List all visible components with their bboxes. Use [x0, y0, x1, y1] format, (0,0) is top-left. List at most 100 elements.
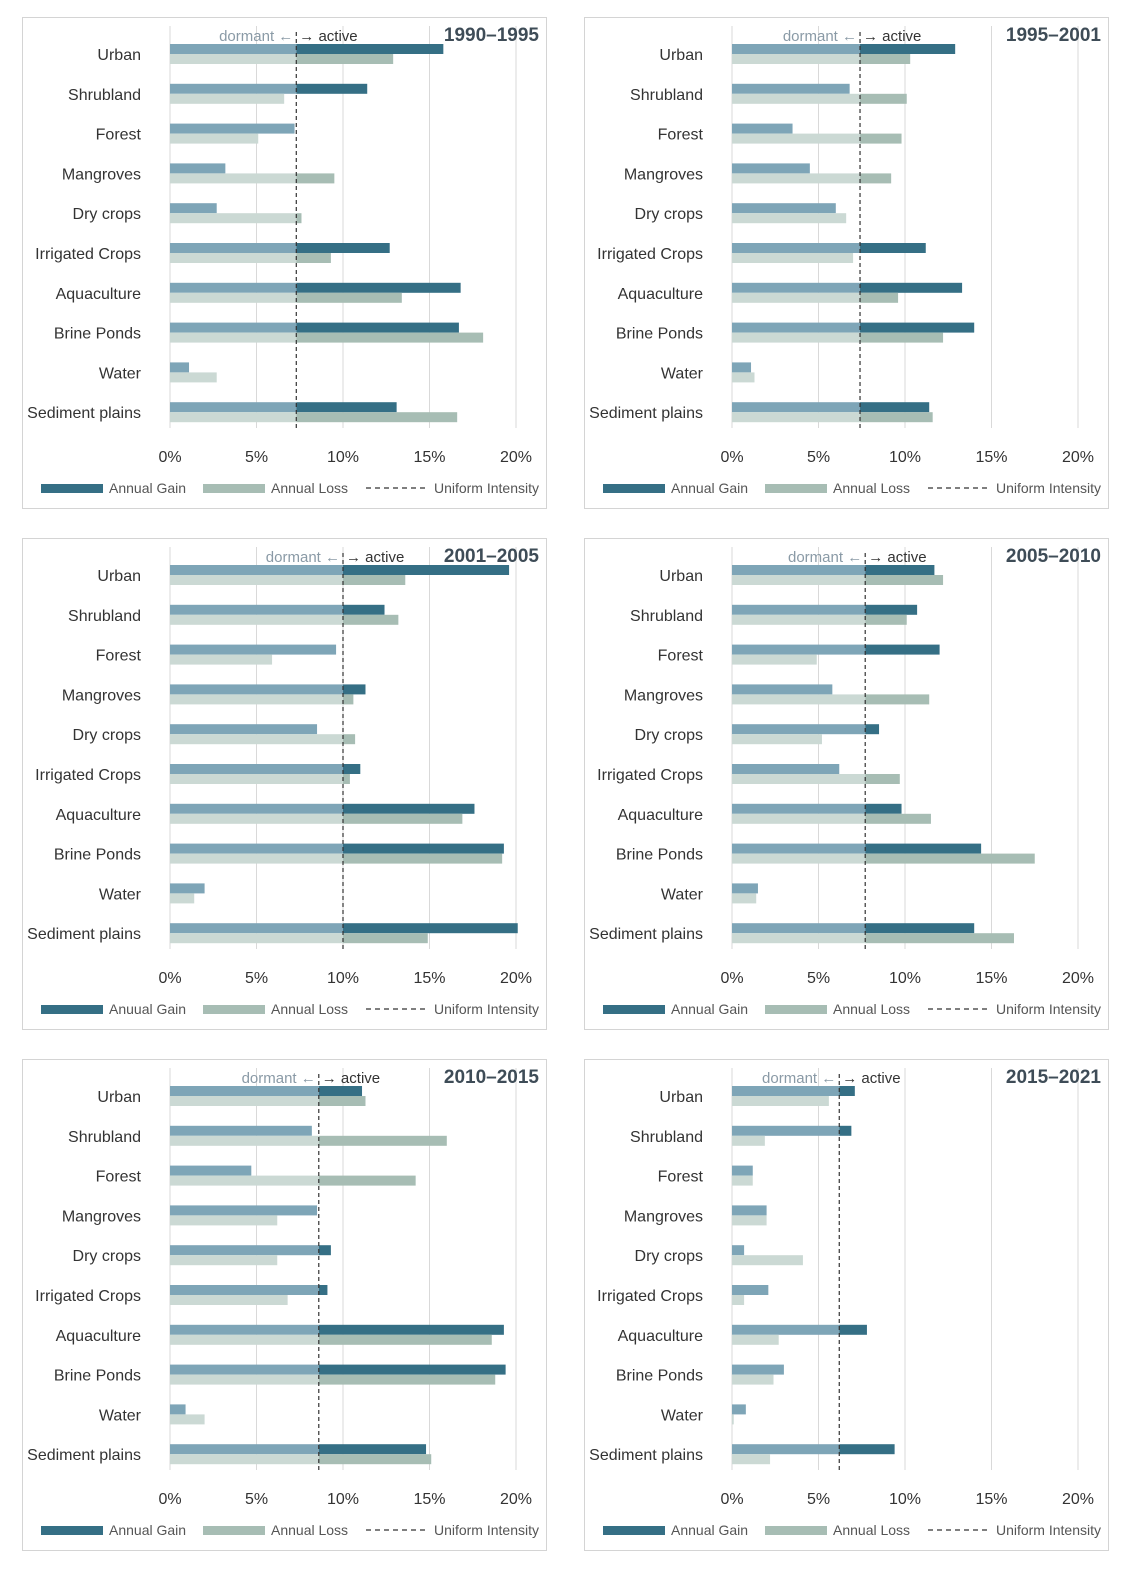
- loss-bar-dormant-part: [732, 813, 866, 824]
- category-label: Sediment plains: [27, 926, 141, 943]
- category-label: Irrigated Crops: [35, 1288, 141, 1305]
- gain-bar: [732, 1285, 769, 1295]
- dormant-label: dormant ←: [788, 549, 862, 566]
- category-label: Aquaculture: [56, 286, 141, 303]
- x-tick-label: 15%: [413, 970, 445, 987]
- loss-bar-dormant-part: [170, 412, 297, 423]
- category-label: Urban: [659, 47, 703, 64]
- category-label: Shrubland: [630, 87, 703, 104]
- legend-gain-label: Annual Gain: [671, 1001, 748, 1017]
- legend-loss-swatch: [203, 1526, 265, 1535]
- legend-gain-label: Annual Gain: [671, 1522, 748, 1538]
- loss-bar: [170, 1295, 288, 1305]
- loss-bar-active-part: [318, 1374, 496, 1385]
- loss-bar: [170, 93, 285, 104]
- loss-bar: [170, 1414, 205, 1425]
- gain-bar-dormant-part: [170, 1364, 319, 1375]
- x-tick-label: 20%: [500, 1491, 532, 1508]
- gain-bar-active-part: [318, 1364, 506, 1375]
- loss-bar-dormant-part: [170, 813, 343, 824]
- gain-bar-active-part: [318, 1285, 328, 1295]
- gain-bar-dormant-part: [170, 604, 343, 615]
- gain-bar: [170, 644, 337, 655]
- chart-panel-2005-2010: Urban Shrubland Forest Mangroves Dry crops Ir…: [584, 538, 1109, 1030]
- loss-bar-dormant-part: [170, 292, 297, 303]
- category-label: Water: [661, 365, 704, 382]
- gain-bar-active-part: [318, 1324, 504, 1335]
- category-label: Mangroves: [624, 1208, 703, 1225]
- gain-bar: [732, 123, 793, 134]
- gain-bar-active-part: [296, 44, 444, 54]
- chart-title: 1990–1995: [444, 25, 540, 46]
- legend-gain-swatch: [603, 1005, 665, 1014]
- dormant-label: dormant ←: [762, 1070, 836, 1087]
- loss-bar-dormant-part: [732, 412, 861, 423]
- gain-bar-active-part: [296, 83, 368, 94]
- loss-bar-active-part: [296, 213, 302, 224]
- legend-uniform-label: Uniform Intensity: [434, 480, 539, 496]
- gain-bar-dormant-part: [170, 803, 343, 814]
- category-label: Water: [99, 1407, 142, 1424]
- x-tick-label: 15%: [975, 1491, 1007, 1508]
- chart-svg: Urban Shrubland Forest Mangroves Dry crops Ir…: [27, 1067, 539, 1538]
- category-label: Irrigated Crops: [35, 767, 141, 784]
- gain-bar-dormant-part: [732, 402, 861, 413]
- dormant-label: dormant ←: [783, 28, 857, 45]
- legend-loss-swatch: [765, 1005, 827, 1014]
- loss-bar-active-part: [860, 93, 907, 104]
- gain-bar-dormant-part: [170, 1324, 319, 1335]
- gain-bar-dormant-part: [170, 843, 343, 854]
- x-tick-label: 0%: [720, 449, 743, 466]
- loss-bar-dormant-part: [732, 694, 866, 705]
- category-label: Shrubland: [630, 608, 703, 625]
- category-label: Water: [661, 886, 704, 903]
- category-label: Mangroves: [624, 166, 703, 183]
- loss-bar-active-part: [296, 54, 394, 64]
- gain-bar-active-part: [839, 1444, 895, 1455]
- category-label: Forest: [96, 648, 142, 665]
- loss-bar: [170, 133, 259, 144]
- category-label: Water: [661, 1407, 704, 1424]
- loss-bar-active-part: [318, 1454, 432, 1465]
- legend-loss-swatch: [765, 1526, 827, 1535]
- chart-title: 2001–2005: [444, 546, 540, 567]
- loss-bar-dormant-part: [170, 774, 343, 784]
- gain-bar-dormant-part: [732, 243, 861, 253]
- legend-gain-label: Annual Gain: [671, 480, 748, 496]
- category-label: Irrigated Crops: [597, 246, 703, 263]
- legend-loss-label: Annual Loss: [833, 1522, 910, 1538]
- loss-bar-active-part: [343, 933, 428, 944]
- gain-bar-active-part: [343, 684, 366, 695]
- loss-bar-active-part: [865, 694, 930, 705]
- loss-bar-dormant-part: [732, 853, 866, 864]
- gain-bar-dormant-part: [170, 322, 297, 333]
- x-tick-label: 20%: [1062, 970, 1094, 987]
- category-label: Mangroves: [624, 687, 703, 704]
- category-label: Forest: [96, 1169, 142, 1186]
- loss-bar-active-part: [318, 1175, 416, 1186]
- loss-bar-dormant-part: [732, 774, 866, 784]
- legend-gain-swatch: [41, 1005, 103, 1014]
- loss-bar-active-part: [865, 853, 1035, 864]
- gain-bar-dormant-part: [170, 402, 297, 413]
- legend-loss-swatch: [765, 484, 827, 493]
- gain-bar-dormant-part: [732, 843, 866, 854]
- gain-bar-active-part: [865, 724, 880, 735]
- gain-bar-active-part: [343, 803, 475, 814]
- loss-bar-active-part: [865, 933, 1014, 944]
- x-tick-label: 10%: [327, 1491, 359, 1508]
- loss-bar-active-part: [296, 173, 335, 184]
- category-label: Dry crops: [73, 206, 141, 223]
- loss-bar: [732, 1096, 829, 1106]
- x-tick-label: 20%: [500, 970, 532, 987]
- gain-bar-dormant-part: [732, 282, 861, 293]
- chart-panel-2010-2015: Urban Shrubland Forest Mangroves Dry crops Ir…: [22, 1059, 547, 1551]
- loss-bar: [732, 1374, 774, 1385]
- loss-bar-dormant-part: [170, 253, 297, 263]
- loss-bar: [732, 734, 822, 745]
- legend-gain-swatch: [603, 1526, 665, 1535]
- category-label: Dry crops: [73, 1248, 141, 1265]
- category-label: Urban: [659, 1089, 703, 1106]
- category-label: Dry crops: [635, 1248, 703, 1265]
- category-label: Forest: [96, 127, 142, 144]
